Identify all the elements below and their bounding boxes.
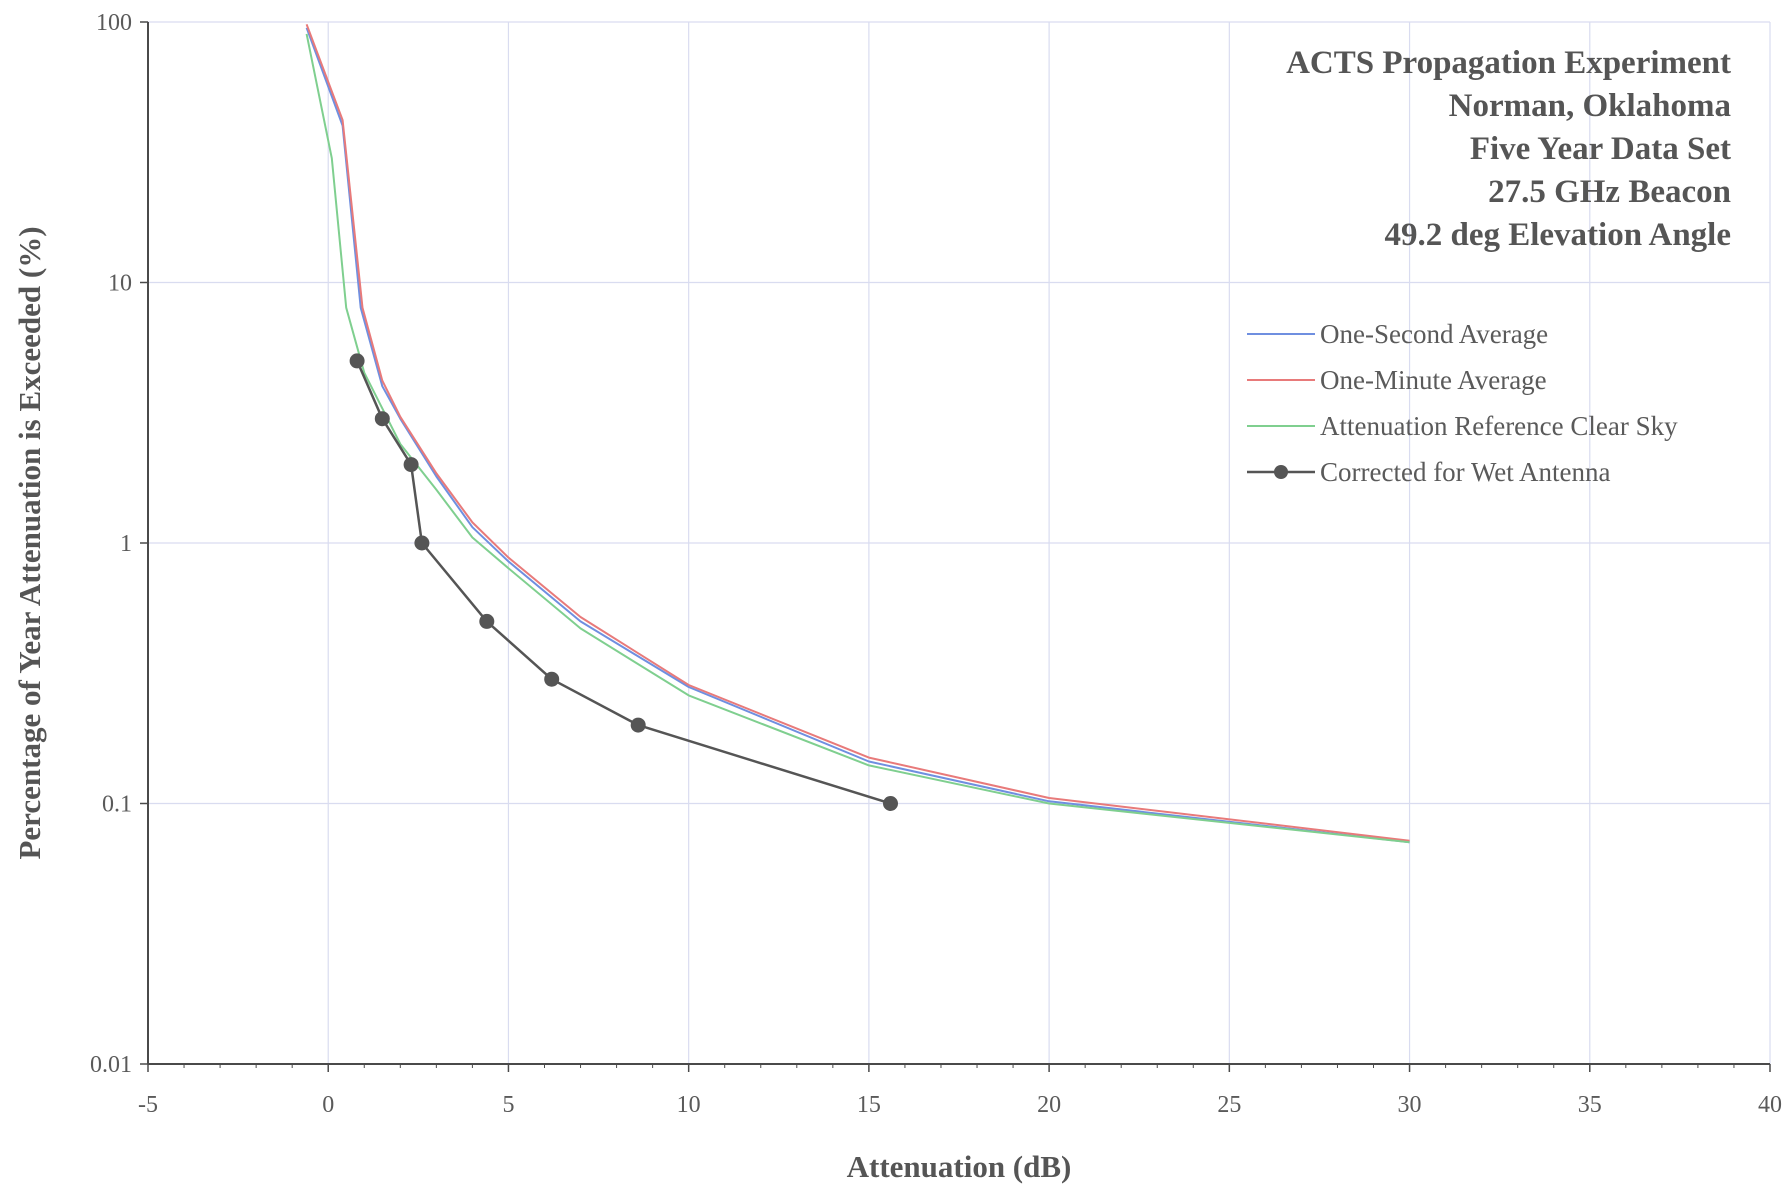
chart-title-line-4: 27.5 GHz Beacon: [1488, 174, 1731, 210]
series-layer: [305, 23, 1410, 844]
legend-entry-one-second: One-Second Average: [1247, 319, 1548, 349]
chart-title-line-2: Norman, Oklahoma: [1449, 88, 1731, 124]
chart-title-line-1: ACTS Propagation Experiment: [1286, 45, 1731, 81]
x-tick-label: 0: [322, 1092, 334, 1118]
y-tick-label: 1: [120, 531, 132, 557]
x-tick-label: 20: [1037, 1092, 1061, 1118]
data-point-wet-antenna: [544, 671, 560, 687]
legend-marker-wet-antenna: [1274, 465, 1288, 479]
chart-title-line-5: 49.2 deg Elevation Angle: [1384, 217, 1731, 253]
data-point-wet-antenna: [479, 613, 495, 629]
y-tick-label: 0.01: [90, 1052, 132, 1078]
legend-entry-wet-antenna: Corrected for Wet Antenna: [1247, 457, 1610, 487]
series-wet-antenna: [349, 353, 898, 811]
data-point-wet-antenna: [374, 411, 390, 427]
series-line-one-minute: [305, 23, 1410, 842]
data-point-wet-antenna: [414, 535, 430, 551]
y-axis-title: Percentage of Year Attenuation is Exceed…: [12, 226, 47, 859]
x-tick-label: 35: [1578, 1092, 1602, 1118]
legend-label-one-minute: One-Minute Average: [1320, 365, 1547, 395]
data-point-wet-antenna: [349, 353, 365, 369]
x-tick-label: 15: [857, 1092, 881, 1118]
series-line-one-second: [305, 27, 1410, 844]
series-one-minute: [305, 23, 1410, 842]
series-line-clear-sky: [305, 33, 1410, 844]
chart-title-block: ACTS Propagation Experiment Norman, Okla…: [1286, 45, 1731, 253]
series-clear-sky: [305, 33, 1410, 844]
y-tick-label: 100: [96, 10, 132, 36]
y-tick-label: 10: [108, 271, 132, 297]
x-tick-label: 40: [1758, 1092, 1782, 1118]
ticks: -5 0 5 10 15 20 25 30 35 40 0.01 0.1 1 10 100: [90, 10, 1782, 1118]
x-tick-label: -5: [138, 1092, 158, 1118]
legend-label-clear-sky: Attenuation Reference Clear Sky: [1320, 411, 1678, 441]
y-tick-label: 0.1: [102, 792, 132, 818]
legend-label-one-second: One-Second Average: [1320, 319, 1548, 349]
series-line-wet-antenna: [355, 360, 891, 805]
data-point-wet-antenna: [883, 796, 898, 811]
legend-entry-one-minute: One-Minute Average: [1247, 365, 1547, 395]
legend: One-Second Average One-Minute Average At…: [1247, 319, 1678, 487]
series-one-second: [305, 27, 1410, 844]
x-tick-label: 25: [1217, 1092, 1241, 1118]
data-point-wet-antenna: [630, 717, 646, 733]
x-tick-label: 10: [677, 1092, 701, 1118]
chart-title-line-3: Five Year Data Set: [1470, 131, 1731, 167]
legend-label-wet-antenna: Corrected for Wet Antenna: [1320, 457, 1610, 487]
legend-entry-clear-sky: Attenuation Reference Clear Sky: [1247, 411, 1678, 441]
x-tick-label: 5: [502, 1092, 514, 1118]
data-point-wet-antenna: [403, 457, 419, 473]
grid: [148, 21, 1771, 1064]
x-axis-title: Attenuation (dB): [847, 1149, 1072, 1184]
x-tick-label: 30: [1398, 1092, 1422, 1118]
